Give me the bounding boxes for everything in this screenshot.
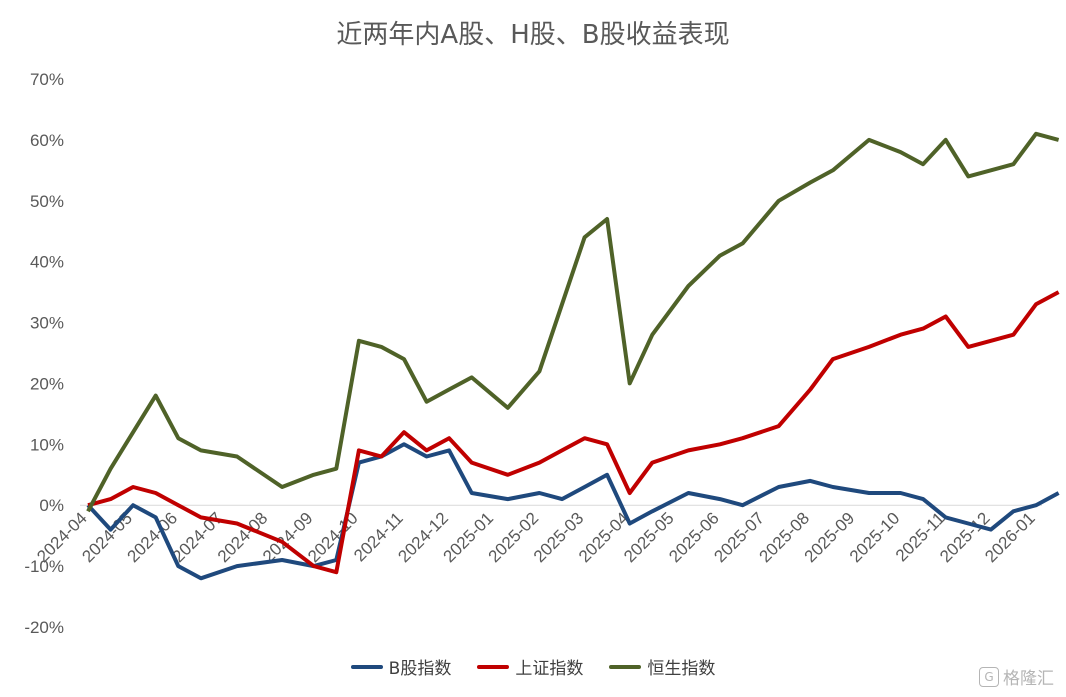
y-tick-label: 70% — [30, 70, 64, 89]
y-tick-label: 40% — [30, 253, 64, 272]
y-tick-label: 30% — [30, 314, 64, 333]
series-line-B股指数 — [86, 442, 1060, 581]
y-tick-label: -10% — [24, 557, 64, 576]
x-tick-label: 2024-10 — [304, 509, 362, 567]
legend-item: 上证指数 — [477, 654, 583, 679]
x-tick-label: 2026-01 — [981, 509, 1039, 567]
x-axis-ticks: 2024-042024-052024-062024-072024-082024-… — [33, 509, 1039, 567]
y-tick-label: 10% — [30, 435, 64, 454]
legend: B股指数 上证指数 恒生指数 — [0, 654, 1066, 679]
legend-swatch — [350, 664, 383, 669]
legend-label: B股指数 — [388, 659, 452, 679]
y-axis-ticks: 70% 60% 50% 40% 30% 20% 10% 0% -10% -20% — [24, 70, 64, 637]
series-line-恒生指数 — [86, 131, 1060, 513]
legend-item: 恒生指数 — [609, 654, 715, 679]
series-lines — [86, 131, 1060, 581]
legend-label: 上证指数 — [515, 659, 584, 679]
y-tick-label: 0% — [39, 496, 64, 515]
legend-swatch — [477, 664, 510, 669]
glh-logo-icon: G — [979, 666, 999, 687]
legend-item: B股指数 — [350, 654, 452, 679]
watermark: G 格隆汇 — [979, 664, 1054, 689]
x-tick-label: 2025-10 — [846, 509, 904, 567]
legend-swatch — [609, 664, 642, 669]
watermark-text: 格隆汇 — [1003, 669, 1054, 689]
legend-label: 恒生指数 — [647, 659, 716, 679]
chart-title: 近两年内A股、H股、B股收益表现 — [336, 20, 730, 50]
y-tick-label: 50% — [30, 192, 64, 211]
y-tick-label: 60% — [30, 131, 64, 150]
series-line-上证指数 — [87, 290, 1060, 575]
y-tick-label: 20% — [30, 374, 64, 393]
y-tick-label: -20% — [24, 618, 64, 637]
